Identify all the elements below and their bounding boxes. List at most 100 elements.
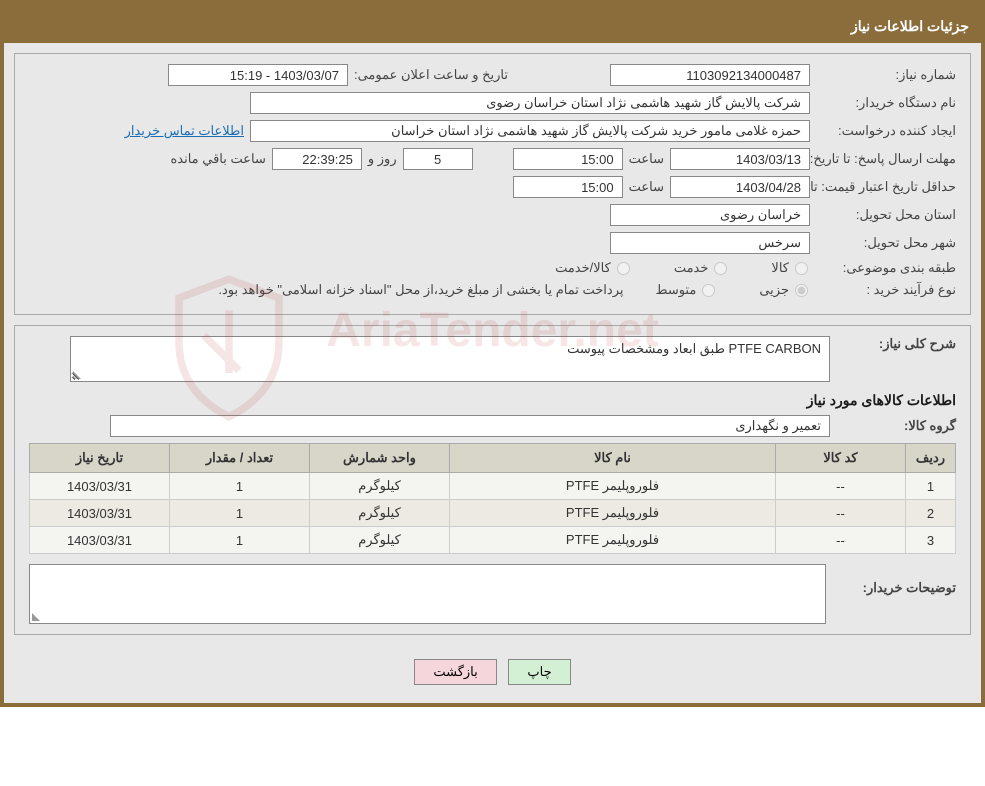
table-cell: 3 bbox=[906, 527, 956, 554]
field-province: خراسان رضوی bbox=[610, 204, 810, 226]
table-cell: کیلوگرم bbox=[310, 527, 450, 554]
print-button[interactable]: چاپ bbox=[508, 659, 570, 685]
payment-note: پرداخت تمام یا بخشی از مبلغ خرید،از محل … bbox=[218, 282, 623, 298]
table-cell: 2 bbox=[906, 500, 956, 527]
label-goods-group: گروه کالا: bbox=[836, 418, 956, 434]
row-goods-group: گروه کالا: تعمیر و نگهداری bbox=[29, 415, 956, 437]
field-reply-date: 1403/03/13 bbox=[670, 148, 810, 170]
content-area: AriaTender.net شماره نیاز: 1103092134000… bbox=[4, 43, 981, 703]
table-row: 2--فلوروپلیمر PTFEکیلوگرم11403/03/31 bbox=[30, 500, 956, 527]
table-cell: کیلوگرم bbox=[310, 473, 450, 500]
row-process-type: نوع فرآیند خرید : جزیی متوسط پرداخت تمام… bbox=[29, 282, 956, 298]
label-process-type: نوع فرآیند خرید : bbox=[816, 282, 956, 298]
main-frame: جزئیات اطلاعات نیاز AriaTender.net شماره… bbox=[0, 0, 985, 707]
field-validity-time: 15:00 bbox=[513, 176, 623, 198]
goods-info-heading: اطلاعات کالاهای مورد نیاز bbox=[29, 392, 956, 409]
label-province: استان محل تحویل: bbox=[816, 207, 956, 223]
details-panel: شرح کلی نیاز: PTFE CARBON طبق ابعاد ومشخ… bbox=[14, 325, 971, 635]
radio-goods-service: کالا/خدمت bbox=[555, 260, 632, 276]
col-name: نام کالا bbox=[450, 444, 776, 473]
field-validity-date: 1403/04/28 bbox=[670, 176, 810, 198]
radio-minor-label: جزیی bbox=[759, 282, 789, 298]
label-buyer-notes: توضیحات خریدار: bbox=[836, 564, 956, 596]
buyer-contact-link[interactable]: اطلاعات تماس خریدار bbox=[125, 123, 244, 139]
radio-minor-input[interactable] bbox=[795, 284, 808, 297]
table-cell: 1403/03/31 bbox=[30, 527, 170, 554]
button-bar: چاپ بازگشت bbox=[14, 645, 971, 693]
radio-service: خدمت bbox=[674, 260, 730, 276]
row-validity: حداقل تاریخ اعتبار قیمت: تا تاریخ: 1403/… bbox=[29, 176, 956, 198]
table-header-row: ردیف کد کالا نام کالا واحد شمارش تعداد /… bbox=[30, 444, 956, 473]
col-qty: تعداد / مقدار bbox=[170, 444, 310, 473]
table-cell: کیلوگرم bbox=[310, 500, 450, 527]
page-title: جزئیات اطلاعات نیاز bbox=[851, 18, 969, 34]
field-buyer-notes[interactable] bbox=[29, 564, 826, 624]
row-province: استان محل تحویل: خراسان رضوی bbox=[29, 204, 956, 226]
table-cell: -- bbox=[776, 473, 906, 500]
label-city: شهر محل تحویل: bbox=[816, 235, 956, 251]
radio-medium-label: متوسط bbox=[655, 282, 696, 298]
resize-handle-icon-2[interactable] bbox=[32, 611, 42, 621]
table-cell: 1 bbox=[170, 500, 310, 527]
label-reply-deadline-1: مهلت ارسال پاسخ: bbox=[854, 151, 956, 166]
label-need-no: شماره نیاز: bbox=[816, 67, 956, 83]
col-row-no: ردیف bbox=[906, 444, 956, 473]
resize-handle-icon[interactable] bbox=[73, 369, 83, 379]
label-reply-deadline: مهلت ارسال پاسخ: تا تاریخ: bbox=[816, 151, 956, 167]
label-need-desc: شرح کلی نیاز: bbox=[836, 336, 956, 352]
label-hour-1: ساعت bbox=[629, 151, 664, 167]
field-buyer-org: شرکت پالایش گاز شهید هاشمی نژاد استان خر… bbox=[250, 92, 810, 114]
label-time-remaining: ساعت باقي مانده bbox=[170, 151, 265, 167]
radio-goods-service-input[interactable] bbox=[617, 262, 630, 275]
table-cell: فلوروپلیمر PTFE bbox=[450, 500, 776, 527]
row-need-desc: شرح کلی نیاز: PTFE CARBON طبق ابعاد ومشخ… bbox=[29, 336, 956, 382]
label-announce: تاریخ و ساعت اعلان عمومی: bbox=[354, 67, 508, 83]
table-cell: -- bbox=[776, 527, 906, 554]
radio-minor: جزیی bbox=[759, 282, 810, 298]
row-buyer-org: نام دستگاه خریدار: شرکت پالایش گاز شهید … bbox=[29, 92, 956, 114]
radio-service-input[interactable] bbox=[714, 262, 727, 275]
table-cell: 1403/03/31 bbox=[30, 473, 170, 500]
table-cell: 1403/03/31 bbox=[30, 500, 170, 527]
label-buyer-org: نام دستگاه خریدار: bbox=[816, 95, 956, 111]
field-city: سرخس bbox=[610, 232, 810, 254]
radio-medium: متوسط bbox=[655, 282, 717, 298]
radio-goods-service-label: کالا/خدمت bbox=[555, 260, 611, 276]
label-category: طبقه بندی موضوعی: bbox=[816, 260, 956, 276]
table-row: 3--فلوروپلیمر PTFEکیلوگرم11403/03/31 bbox=[30, 527, 956, 554]
radio-goods-label: کالا bbox=[771, 260, 789, 276]
radio-goods: کالا bbox=[771, 260, 810, 276]
col-unit: واحد شمارش bbox=[310, 444, 450, 473]
table-row: 1--فلوروپلیمر PTFEکیلوگرم11403/03/31 bbox=[30, 473, 956, 500]
field-requester: حمزه غلامی مامور خرید شرکت پالایش گاز شه… bbox=[250, 120, 810, 142]
label-days-and: روز و bbox=[368, 151, 397, 167]
row-buyer-notes: توضیحات خریدار: bbox=[29, 564, 956, 624]
row-category: طبقه بندی موضوعی: کالا خدمت کالا/خدمت bbox=[29, 260, 956, 276]
need-desc-text: PTFE CARBON طبق ابعاد ومشخصات پیوست bbox=[567, 341, 821, 356]
table-cell: 1 bbox=[170, 527, 310, 554]
row-requester: ایجاد کننده درخواست: حمزه غلامی مامور خر… bbox=[29, 120, 956, 142]
radio-service-label: خدمت bbox=[674, 260, 709, 276]
radio-medium-input[interactable] bbox=[702, 284, 715, 297]
field-reply-time: 15:00 bbox=[513, 148, 623, 170]
label-reply-deadline-2: تا تاریخ: bbox=[810, 151, 851, 166]
col-code: کد کالا bbox=[776, 444, 906, 473]
label-requester: ایجاد کننده درخواست: bbox=[816, 123, 956, 139]
table-cell: 1 bbox=[170, 473, 310, 500]
label-hour-2: ساعت bbox=[629, 179, 664, 195]
field-goods-group: تعمیر و نگهداری bbox=[110, 415, 830, 437]
row-need-no: شماره نیاز: 1103092134000487 تاریخ و ساع… bbox=[29, 64, 956, 86]
row-reply-deadline: مهلت ارسال پاسخ: تا تاریخ: 1403/03/13 سا… bbox=[29, 148, 956, 170]
title-bar: جزئیات اطلاعات نیاز bbox=[4, 10, 981, 43]
table-cell: فلوروپلیمر PTFE bbox=[450, 527, 776, 554]
radio-goods-input[interactable] bbox=[795, 262, 808, 275]
field-remaining-clock: 22:39:25 bbox=[272, 148, 362, 170]
info-panel: شماره نیاز: 1103092134000487 تاریخ و ساع… bbox=[14, 53, 971, 315]
table-cell: -- bbox=[776, 500, 906, 527]
back-button[interactable]: بازگشت bbox=[414, 659, 496, 685]
field-need-desc[interactable]: PTFE CARBON طبق ابعاد ومشخصات پیوست bbox=[70, 336, 830, 382]
label-validity-1: حداقل تاریخ اعتبار قیمت: bbox=[821, 179, 956, 194]
row-city: شهر محل تحویل: سرخس bbox=[29, 232, 956, 254]
field-remaining-days: 5 bbox=[403, 148, 473, 170]
col-date: تاریخ نیاز bbox=[30, 444, 170, 473]
